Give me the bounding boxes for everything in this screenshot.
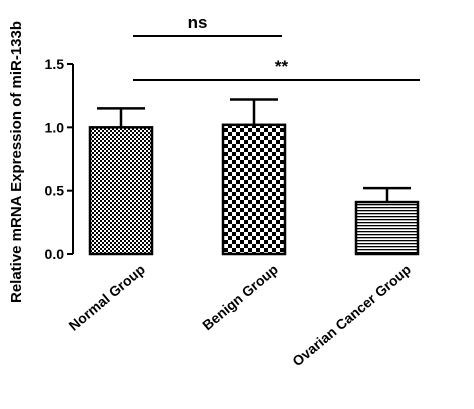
x-axis-labels: Normal Group Benign Group Ovarian Cancer G… bbox=[66, 261, 414, 369]
error-bars bbox=[97, 98, 411, 203]
y-axis: 0.0 0.5 1.0 1.5 bbox=[45, 56, 74, 262]
y-tick-label: 0.5 bbox=[45, 183, 65, 199]
category-label: Benign Group bbox=[199, 261, 281, 333]
significance-annotations: ns ** bbox=[133, 13, 420, 81]
significance-label: ** bbox=[275, 57, 289, 76]
y-tick-label: 1.0 bbox=[45, 119, 65, 135]
y-tick-label: 0.0 bbox=[45, 246, 65, 262]
bar-0 bbox=[88, 126, 154, 256]
bar-2 bbox=[354, 200, 420, 256]
y-axis-title: Relative mRNA Expression of miR-133b bbox=[8, 21, 25, 303]
bar-1 bbox=[221, 123, 287, 256]
significance-label: ns bbox=[188, 13, 208, 32]
category-label: Ovarian Cancer Group bbox=[289, 261, 414, 369]
category-label: Normal Group bbox=[66, 261, 148, 334]
bars bbox=[88, 123, 420, 256]
y-tick-label: 1.5 bbox=[45, 56, 65, 72]
